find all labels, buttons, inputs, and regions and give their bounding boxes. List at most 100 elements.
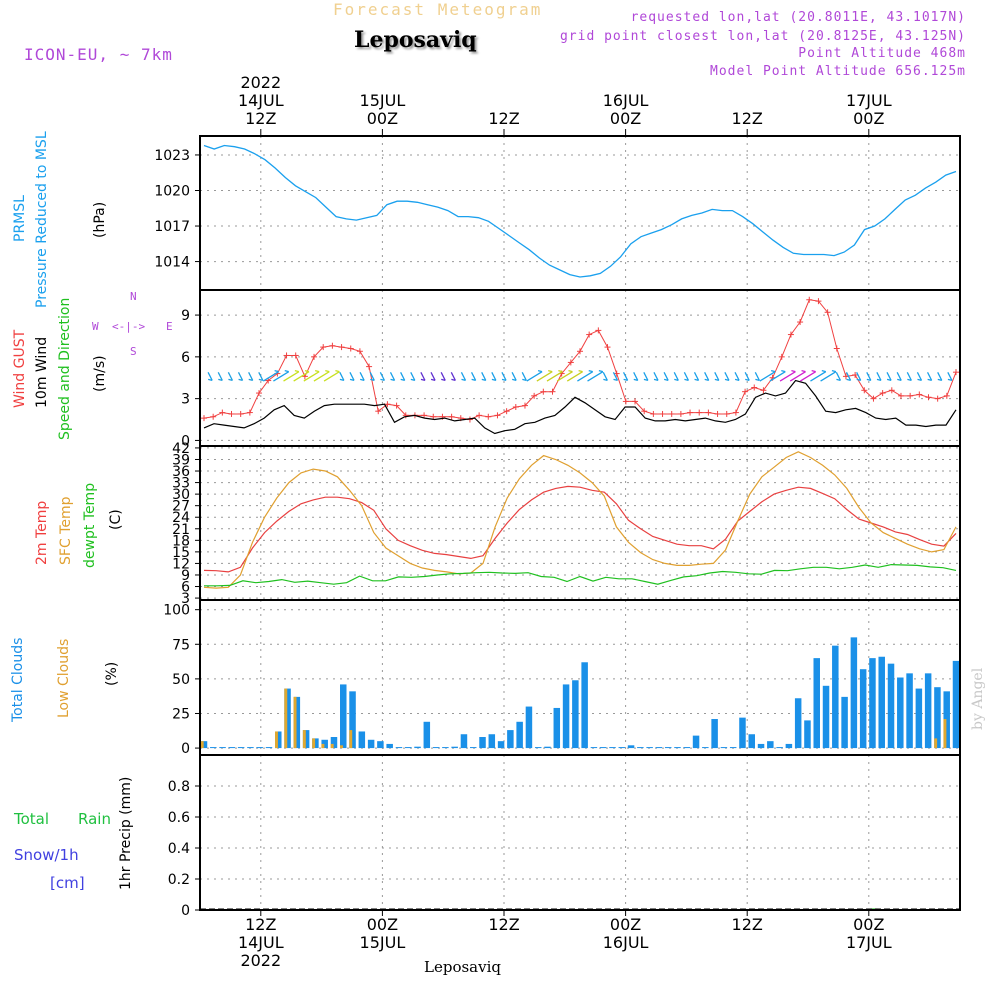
total-cloud-bar [228, 747, 236, 749]
compass-s: S [130, 345, 137, 358]
total-cloud-bar [516, 721, 523, 749]
low-cloud-bar [275, 731, 278, 749]
total-cloud-bar [711, 719, 718, 749]
wind-arrow-head [598, 370, 604, 373]
low-cloud-bar [312, 738, 316, 749]
wind-arrow-head [284, 370, 289, 373]
total-cloud-bar [302, 730, 310, 749]
time-label-top: 15JUL [360, 91, 406, 110]
total-cloud-bar [692, 735, 700, 749]
total-cloud-bar [813, 658, 820, 749]
y-tick-label: 12 [172, 556, 190, 572]
wind-arrow [724, 372, 730, 381]
wind-arrow [339, 372, 345, 381]
time-label-top: 00Z [853, 109, 884, 128]
total-cloud-bar [562, 684, 570, 749]
total-cloud-bar [683, 747, 691, 749]
model-altitude: Model Point Altitude 656.125m [710, 64, 966, 79]
footer-location: Leposaviq [424, 958, 501, 976]
wind-arrow [577, 371, 594, 382]
total-cloud-bar [544, 746, 551, 749]
wind-arrow-head [876, 378, 882, 381]
y-tick-label: 6 [181, 580, 190, 596]
y-tick-label: 1020 [154, 183, 190, 199]
wind-arrow-head [248, 378, 253, 381]
wind-arrow-head [907, 378, 912, 381]
wind-arrow-head [886, 378, 892, 381]
total-cloud-bar [497, 741, 505, 749]
y-tick-label: 21 [172, 522, 190, 538]
wind-arrow-head [811, 370, 816, 373]
wind-arrow [293, 371, 310, 382]
wind-arrow [693, 372, 700, 381]
label-rain: Rain [78, 810, 111, 828]
total-cloud-bar [878, 656, 885, 749]
total-cloud-bar [674, 747, 681, 749]
wind-arrow [926, 372, 933, 381]
time-label-bottom: 14JUL [238, 933, 284, 952]
wind-arrow-head [558, 370, 563, 373]
series-2m-temp [203, 485, 957, 573]
wind-arrow-head [441, 378, 446, 381]
compass-arrow: <-|-> [112, 320, 146, 333]
wind-arrow [754, 372, 760, 381]
low-cloud-bar [943, 719, 947, 749]
product-title: Forecast Meteogram [333, 0, 543, 19]
total-cloud-bar [358, 731, 366, 749]
total-cloud-bar [553, 707, 561, 749]
low-cloud-bar [349, 730, 353, 749]
wind-arrow [820, 371, 837, 382]
compass-e: E [166, 320, 173, 333]
total-cloud-bar [247, 747, 254, 749]
wind-arrow [947, 372, 953, 381]
wind-arrow-head [643, 378, 649, 381]
wind-arrow-head [349, 378, 355, 381]
low-cloud-bar [934, 738, 938, 749]
total-cloud-bar [599, 747, 607, 749]
total-cloud-bar [237, 747, 245, 749]
total-cloud-bar [256, 747, 263, 749]
wind-arrow [536, 371, 553, 382]
wind-arrow-head [846, 378, 851, 381]
total-cloud-bar [822, 685, 830, 749]
y-tick-label: 1017 [154, 219, 190, 235]
total-cloud-bar [702, 747, 709, 749]
wind-arrow-head [603, 378, 608, 381]
total-cloud-bar [841, 696, 848, 749]
time-label-top: 00Z [610, 109, 641, 128]
time-label-bottom: 12Z [732, 915, 763, 934]
wind-arrow-head [856, 378, 861, 381]
wind-arrow [491, 372, 497, 381]
wind-arrow [704, 372, 710, 381]
point-altitude: Point Altitude 468m [798, 46, 966, 61]
wind-arrow [876, 372, 882, 381]
low-cloud-bar [330, 743, 334, 749]
wind-arrow [303, 371, 320, 382]
total-cloud-bar [479, 737, 486, 749]
wind-arrow-head [821, 370, 826, 373]
wind-arrow-head [258, 378, 263, 381]
low-cloud-bar [293, 696, 297, 749]
wind-arrow-head [218, 378, 223, 381]
y-tick-label: 33 [172, 476, 190, 492]
wind-arrow [744, 372, 750, 381]
time-label-bottom: 00Z [367, 915, 398, 934]
wind-arrow [663, 372, 669, 381]
time-label-bottom: 16JUL [603, 933, 649, 952]
wind-arrow [886, 372, 892, 381]
wind-arrow [779, 371, 796, 382]
wind-arrow [359, 372, 365, 381]
total-cloud-bar [943, 691, 950, 749]
time-label-top: 00Z [367, 109, 398, 128]
total-cloud-bar [534, 747, 542, 749]
series-10m-wind [203, 379, 957, 435]
wind-arrow-head [866, 378, 871, 381]
wind-arrow [810, 371, 827, 382]
total-cloud-bar [832, 645, 839, 749]
series-sfc-temp [203, 451, 957, 589]
time-label-bottom: 2022 [240, 951, 281, 970]
total-cloud-bar [655, 747, 663, 749]
total-cloud-bar [451, 746, 458, 749]
wind-arrow [511, 372, 517, 381]
wind-arrow [460, 372, 467, 381]
